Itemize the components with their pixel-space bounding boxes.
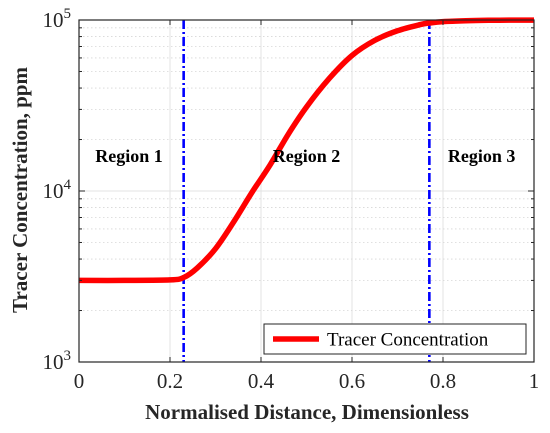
series-lines [78,17,535,284]
y-tick-label-exponent: 3 [64,348,72,364]
y-tick-label: 104 [43,177,72,203]
legend-label: Tracer Concentration [327,330,489,351]
x-tick-label: 0.4 [248,369,275,393]
region-boundaries [182,20,431,362]
region-annotation: Region 3 [448,146,516,166]
y-axis-label: Tracer Concentration, ppm [8,67,32,313]
y-tick-label: 105 [43,6,72,32]
region-annotation: Region 1 [95,146,163,166]
y-tick-label-base: 10 [43,350,64,374]
axes [78,19,535,363]
y-tick-label: 103 [43,348,72,374]
x-tick-label: 0.6 [339,369,365,393]
x-tick-label: 0.8 [430,369,456,393]
legend-box [263,323,527,355]
y-tick-label-base: 10 [43,8,64,32]
x-tick-label: 1 [529,369,540,393]
x-axis-label: Normalised Distance, Dimensionless [145,400,469,424]
region-annotation: Region 2 [273,146,341,166]
y-tick-label-exponent: 4 [64,177,72,193]
region-annotations: Region 1 Region 2 Region 3 [95,146,515,166]
y-tick-label-base: 10 [43,179,64,203]
x-tick-label: 0.2 [157,369,183,393]
grid [78,20,535,363]
x-tick-label: 0 [74,369,85,393]
y-tick-label-exponent: 5 [64,6,72,22]
series-line-tracer-concentration [78,17,535,284]
legend: Tracer Concentration [263,323,527,355]
